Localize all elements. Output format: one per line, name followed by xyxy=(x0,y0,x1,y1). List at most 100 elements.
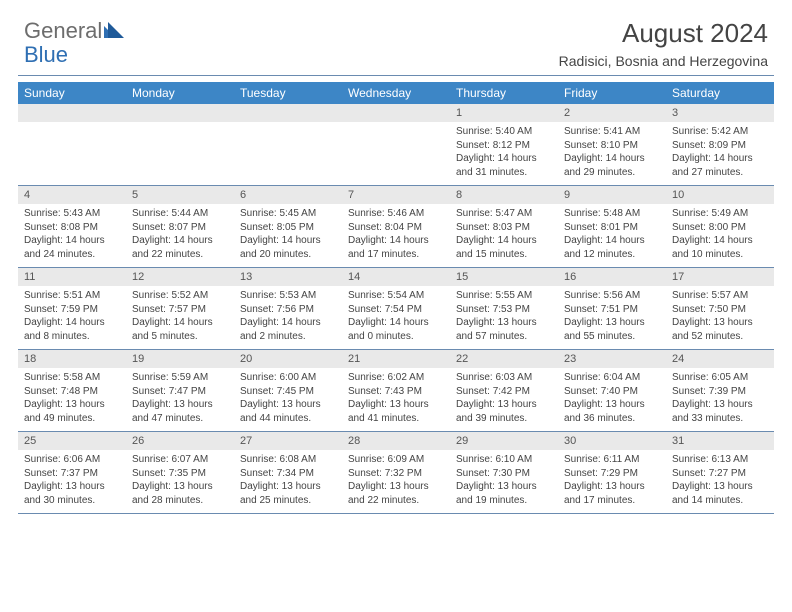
day-number: 24 xyxy=(666,350,774,368)
day-number: 30 xyxy=(558,432,666,450)
day-cell: Sunrise: 6:10 AMSunset: 7:30 PMDaylight:… xyxy=(450,450,558,513)
sunset-text: Sunset: 7:27 PM xyxy=(672,467,768,481)
daylight-text: Daylight: 13 hours and 17 minutes. xyxy=(564,480,660,507)
daylight-text: Daylight: 13 hours and 14 minutes. xyxy=(672,480,768,507)
day-cell: Sunrise: 5:58 AMSunset: 7:48 PMDaylight:… xyxy=(18,368,126,431)
day-number: 3 xyxy=(666,104,774,122)
day-number: 2 xyxy=(558,104,666,122)
daylight-text: Daylight: 13 hours and 19 minutes. xyxy=(456,480,552,507)
dayhead-mon: Monday xyxy=(126,82,234,104)
sunset-text: Sunset: 7:48 PM xyxy=(24,385,120,399)
daylight-text: Daylight: 14 hours and 5 minutes. xyxy=(132,316,228,343)
daylight-text: Daylight: 14 hours and 0 minutes. xyxy=(348,316,444,343)
day-number: 13 xyxy=(234,268,342,286)
day-cell: Sunrise: 5:45 AMSunset: 8:05 PMDaylight:… xyxy=(234,204,342,267)
calendar-week: 123Sunrise: 5:40 AMSunset: 8:12 PMDaylig… xyxy=(18,104,774,186)
daylight-text: Daylight: 13 hours and 28 minutes. xyxy=(132,480,228,507)
day-cell xyxy=(126,122,234,185)
sunset-text: Sunset: 7:34 PM xyxy=(240,467,336,481)
day-number xyxy=(18,104,126,122)
info-row: Sunrise: 5:58 AMSunset: 7:48 PMDaylight:… xyxy=(18,368,774,431)
title-block: August 2024 Radisici, Bosnia and Herzego… xyxy=(559,18,768,69)
page-header: General August 2024 Radisici, Bosnia and… xyxy=(0,0,792,75)
sunrise-text: Sunrise: 5:42 AM xyxy=(672,125,768,139)
daynum-row: 45678910 xyxy=(18,186,774,204)
daylight-text: Daylight: 13 hours and 22 minutes. xyxy=(348,480,444,507)
dayhead-wed: Wednesday xyxy=(342,82,450,104)
daylight-text: Daylight: 13 hours and 52 minutes. xyxy=(672,316,768,343)
sunrise-text: Sunrise: 6:07 AM xyxy=(132,453,228,467)
sunrise-text: Sunrise: 6:08 AM xyxy=(240,453,336,467)
day-number: 17 xyxy=(666,268,774,286)
sunset-text: Sunset: 7:43 PM xyxy=(348,385,444,399)
sunrise-text: Sunrise: 6:03 AM xyxy=(456,371,552,385)
sunrise-text: Sunrise: 5:49 AM xyxy=(672,207,768,221)
day-cell: Sunrise: 5:54 AMSunset: 7:54 PMDaylight:… xyxy=(342,286,450,349)
sunrise-text: Sunrise: 6:09 AM xyxy=(348,453,444,467)
day-cell: Sunrise: 6:11 AMSunset: 7:29 PMDaylight:… xyxy=(558,450,666,513)
info-row: Sunrise: 5:51 AMSunset: 7:59 PMDaylight:… xyxy=(18,286,774,349)
calendar-week: 25262728293031Sunrise: 6:06 AMSunset: 7:… xyxy=(18,432,774,514)
day-number: 27 xyxy=(234,432,342,450)
daylight-text: Daylight: 14 hours and 2 minutes. xyxy=(240,316,336,343)
daynum-row: 18192021222324 xyxy=(18,350,774,368)
day-number: 23 xyxy=(558,350,666,368)
calendar-week: 11121314151617Sunrise: 5:51 AMSunset: 7:… xyxy=(18,268,774,350)
day-cell: Sunrise: 5:49 AMSunset: 8:00 PMDaylight:… xyxy=(666,204,774,267)
sunrise-text: Sunrise: 5:47 AM xyxy=(456,207,552,221)
sunset-text: Sunset: 8:07 PM xyxy=(132,221,228,235)
day-number: 26 xyxy=(126,432,234,450)
day-number: 4 xyxy=(18,186,126,204)
day-cell: Sunrise: 5:41 AMSunset: 8:10 PMDaylight:… xyxy=(558,122,666,185)
daylight-text: Daylight: 13 hours and 30 minutes. xyxy=(24,480,120,507)
day-number: 25 xyxy=(18,432,126,450)
daylight-text: Daylight: 13 hours and 57 minutes. xyxy=(456,316,552,343)
info-row: Sunrise: 6:06 AMSunset: 7:37 PMDaylight:… xyxy=(18,450,774,513)
day-cell xyxy=(342,122,450,185)
sunrise-text: Sunrise: 5:44 AM xyxy=(132,207,228,221)
sunset-text: Sunset: 7:42 PM xyxy=(456,385,552,399)
daylight-text: Daylight: 13 hours and 55 minutes. xyxy=(564,316,660,343)
sunrise-text: Sunrise: 5:52 AM xyxy=(132,289,228,303)
brand-part1: General xyxy=(24,18,102,44)
sunrise-text: Sunrise: 5:55 AM xyxy=(456,289,552,303)
day-cell: Sunrise: 5:44 AMSunset: 8:07 PMDaylight:… xyxy=(126,204,234,267)
calendar-body: 123Sunrise: 5:40 AMSunset: 8:12 PMDaylig… xyxy=(18,104,774,514)
day-number xyxy=(126,104,234,122)
day-cell: Sunrise: 6:13 AMSunset: 7:27 PMDaylight:… xyxy=(666,450,774,513)
daylight-text: Daylight: 13 hours and 36 minutes. xyxy=(564,398,660,425)
calendar-day-header: Sunday Monday Tuesday Wednesday Thursday… xyxy=(18,82,774,104)
daylight-text: Daylight: 14 hours and 15 minutes. xyxy=(456,234,552,261)
sunset-text: Sunset: 8:05 PM xyxy=(240,221,336,235)
day-number: 20 xyxy=(234,350,342,368)
brand-part2: Blue xyxy=(24,42,68,68)
sunrise-text: Sunrise: 5:51 AM xyxy=(24,289,120,303)
dayhead-tue: Tuesday xyxy=(234,82,342,104)
sunrise-text: Sunrise: 6:05 AM xyxy=(672,371,768,385)
day-cell: Sunrise: 5:52 AMSunset: 7:57 PMDaylight:… xyxy=(126,286,234,349)
day-cell: Sunrise: 5:42 AMSunset: 8:09 PMDaylight:… xyxy=(666,122,774,185)
sunrise-text: Sunrise: 5:40 AM xyxy=(456,125,552,139)
day-number: 11 xyxy=(18,268,126,286)
sunset-text: Sunset: 8:12 PM xyxy=(456,139,552,153)
logo-triangle-icon xyxy=(104,18,124,44)
daylight-text: Daylight: 14 hours and 10 minutes. xyxy=(672,234,768,261)
day-cell: Sunrise: 5:47 AMSunset: 8:03 PMDaylight:… xyxy=(450,204,558,267)
sunrise-text: Sunrise: 5:56 AM xyxy=(564,289,660,303)
sunrise-text: Sunrise: 5:53 AM xyxy=(240,289,336,303)
dayhead-sun: Sunday xyxy=(18,82,126,104)
day-cell: Sunrise: 5:57 AMSunset: 7:50 PMDaylight:… xyxy=(666,286,774,349)
day-number: 9 xyxy=(558,186,666,204)
day-number: 15 xyxy=(450,268,558,286)
day-cell xyxy=(18,122,126,185)
sunrise-text: Sunrise: 5:57 AM xyxy=(672,289,768,303)
sunset-text: Sunset: 7:50 PM xyxy=(672,303,768,317)
sunset-text: Sunset: 7:35 PM xyxy=(132,467,228,481)
daylight-text: Daylight: 13 hours and 49 minutes. xyxy=(24,398,120,425)
daylight-text: Daylight: 14 hours and 24 minutes. xyxy=(24,234,120,261)
page-subtitle: Radisici, Bosnia and Herzegovina xyxy=(559,53,768,69)
day-cell: Sunrise: 6:04 AMSunset: 7:40 PMDaylight:… xyxy=(558,368,666,431)
day-number: 28 xyxy=(342,432,450,450)
day-number: 1 xyxy=(450,104,558,122)
day-cell: Sunrise: 5:56 AMSunset: 7:51 PMDaylight:… xyxy=(558,286,666,349)
